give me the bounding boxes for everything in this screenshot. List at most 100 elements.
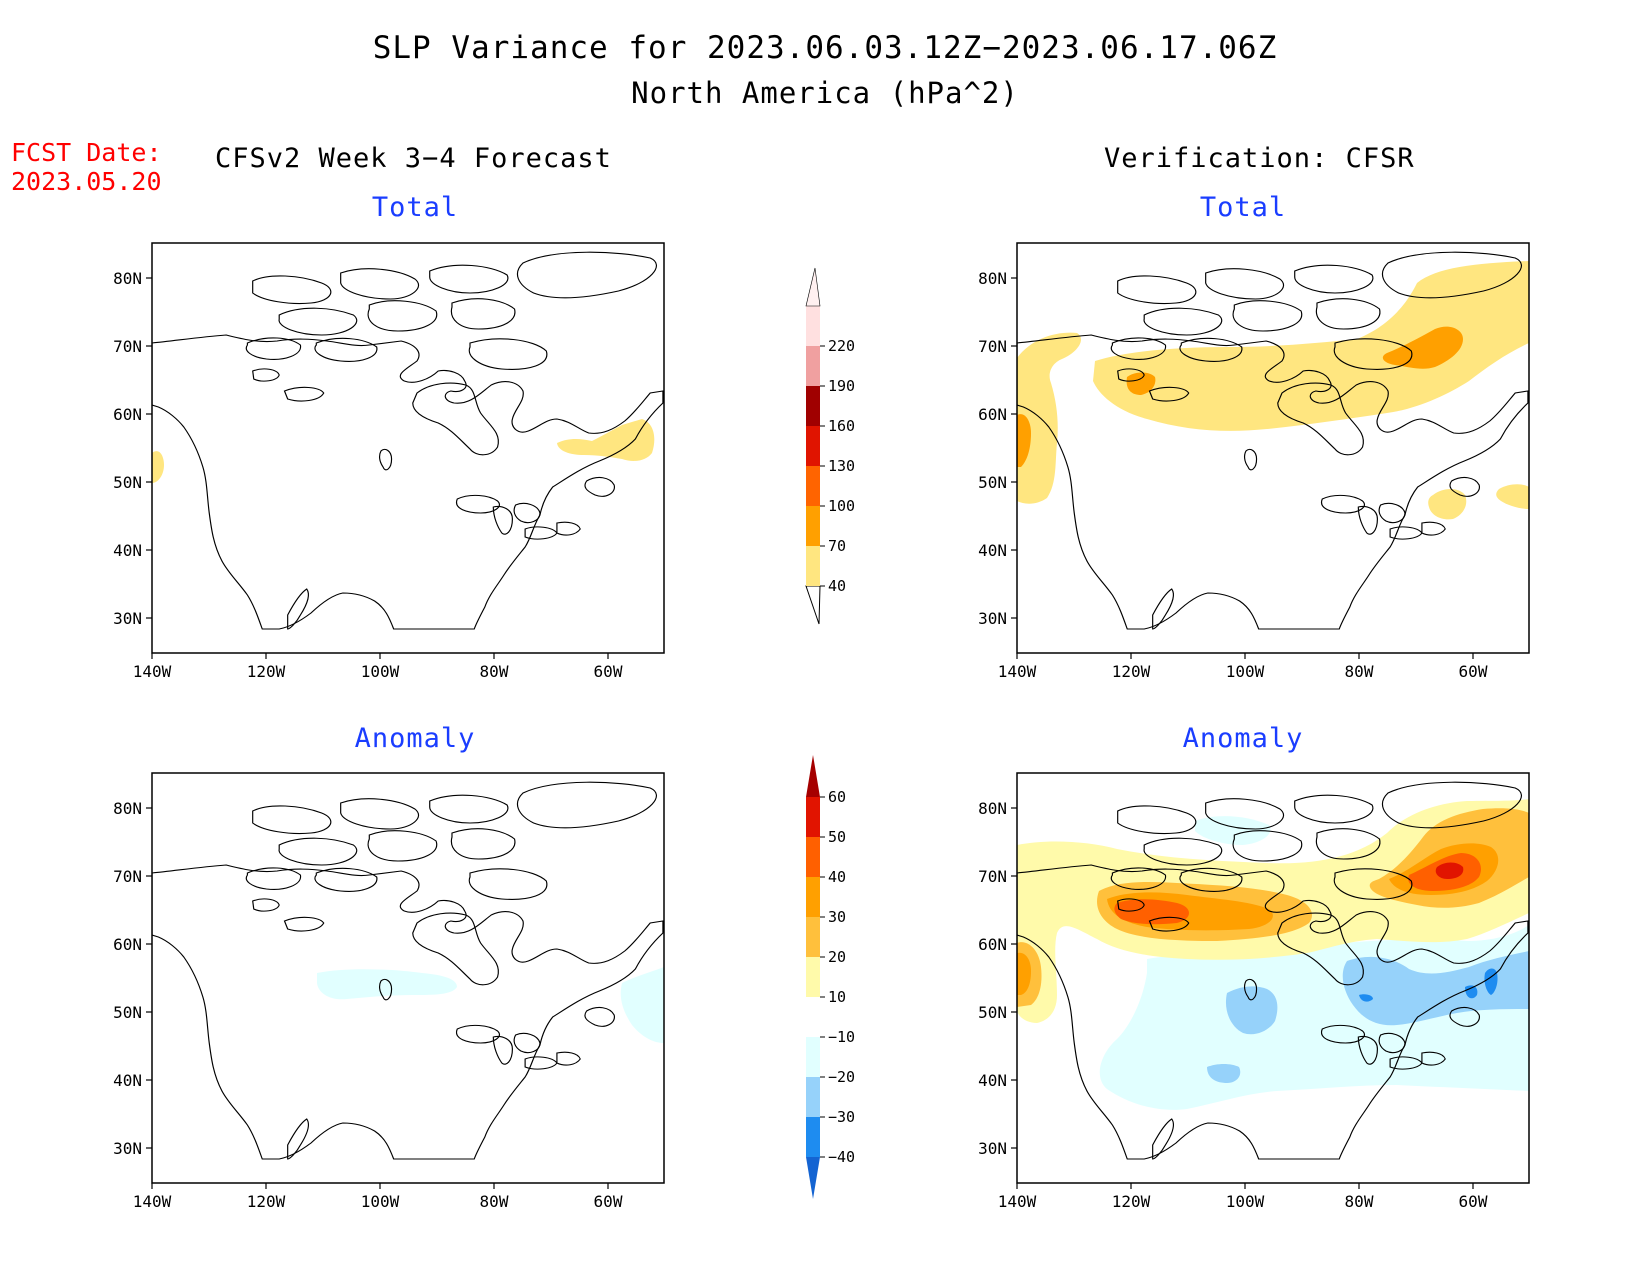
lat-tick-label: 70N <box>978 337 1007 356</box>
lat-tick-label: 30N <box>113 1139 142 1158</box>
contour-orange-greenland <box>1382 326 1463 369</box>
cb-total-label: 40 <box>828 577 846 595</box>
map-frame <box>1016 772 1530 1184</box>
fcst-date-label: FCST Date: <box>11 138 162 167</box>
cb-total-box <box>806 546 820 586</box>
cb-anom-label: 60 <box>828 788 846 806</box>
cb-total-label: 220 <box>828 337 855 355</box>
lon-tick-label: 60W <box>1459 1192 1488 1211</box>
lat-tick-label: 30N <box>978 609 1007 628</box>
cb-anom-box <box>806 797 820 837</box>
lat-tick-label: 80N <box>978 799 1007 818</box>
cb-anom-label: −30 <box>828 1108 855 1126</box>
lon-tick-label: 140W <box>998 1192 1037 1211</box>
main-title: SLP Variance for 2023.06.03.12Z−2023.06.… <box>372 30 1278 66</box>
axes-layer: 80N 70N 60N 50N 40N 30N 140W 120W 100W 80W 60W 80N 7… <box>113 269 1488 1211</box>
cb-total-box <box>806 506 820 546</box>
lat-tick-label: 60N <box>113 935 142 954</box>
lon-tick-label: 120W <box>1112 1192 1151 1211</box>
cb-total-box <box>806 346 820 386</box>
cb-anom-upper-arrow <box>806 755 820 797</box>
map-panel-forecast-anomaly <box>151 772 665 1184</box>
lat-tick-label: 70N <box>113 337 142 356</box>
lon-tick-label: 140W <box>998 662 1037 681</box>
contour-blue-central <box>1359 994 1373 1002</box>
lat-tick-label: 30N <box>978 1139 1007 1158</box>
contour-lightblue-south <box>1207 1064 1241 1083</box>
cb-total-label: 70 <box>828 537 846 555</box>
panel-title-forecast-anomaly: Anomaly <box>354 723 476 754</box>
cb-total-label: 190 <box>828 377 855 395</box>
cb-total-label: 130 <box>828 457 855 475</box>
lon-tick-label: 60W <box>594 1192 623 1211</box>
fcst-date-value: 2023.05.20 <box>11 167 162 196</box>
lat-tick-label: 50N <box>978 473 1007 492</box>
map-panel-verification-anomaly <box>1016 772 1530 1184</box>
contour-orange-westcoast <box>1017 952 1031 995</box>
panel-title-forecast-total: Total <box>371 192 459 223</box>
contour-blue-east-2 <box>1465 985 1478 999</box>
cb-anom-label: 10 <box>828 988 846 1006</box>
map-panel-verification-total <box>1016 242 1530 654</box>
lon-tick-label: 80W <box>1345 662 1374 681</box>
cb-anom-box <box>806 917 820 957</box>
lon-tick-label: 120W <box>247 1192 286 1211</box>
lat-tick-label: 60N <box>113 405 142 424</box>
contour-yellow-alaska <box>1017 332 1082 504</box>
contour-yellow-west-edge <box>152 451 164 483</box>
lon-tick-label: 100W <box>1226 662 1265 681</box>
contour-yellow-labrador <box>557 419 655 461</box>
lat-tick-label: 70N <box>113 867 142 886</box>
lon-tick-label: 100W <box>361 662 400 681</box>
cb-total-lower-arrow <box>805 585 821 625</box>
map-frame <box>1016 242 1530 654</box>
contour-redorange-west <box>1114 899 1189 925</box>
cb-anom-box <box>806 877 820 917</box>
contour-yellow-east-2 <box>1496 484 1529 509</box>
lon-tick-label: 80W <box>480 1192 509 1211</box>
cb-total-box <box>806 306 820 346</box>
cb-anom-label: 20 <box>828 948 846 966</box>
lat-tick-label: 60N <box>978 935 1007 954</box>
contour-lightblue-east <box>1342 951 1529 1026</box>
cb-anom-box <box>806 957 820 997</box>
lat-tick-label: 80N <box>113 269 142 288</box>
panel-title-verification-total: Total <box>1199 192 1287 223</box>
cb-anom-box <box>806 997 820 1037</box>
contour-red-greenland <box>1435 862 1464 879</box>
cb-anom-lower-arrow <box>806 1157 820 1199</box>
lon-tick-label: 120W <box>1112 662 1151 681</box>
lat-tick-label: 40N <box>113 541 142 560</box>
lat-tick-label: 40N <box>978 1071 1007 1090</box>
lat-tick-label: 40N <box>113 1071 142 1090</box>
cb-anom-label: −20 <box>828 1068 855 1086</box>
cb-anom-label: −10 <box>828 1028 855 1046</box>
cb-anom-label: 40 <box>828 868 846 886</box>
lat-tick-label: 50N <box>113 1003 142 1022</box>
lat-tick-label: 60N <box>978 405 1007 424</box>
map-panel-forecast-total <box>151 242 665 654</box>
cb-total-label: 160 <box>828 417 855 435</box>
cb-anom-box <box>806 1117 820 1157</box>
contour-yellow-canada-band <box>1093 261 1529 431</box>
lon-tick-label: 120W <box>247 662 286 681</box>
lat-tick-label: 80N <box>113 799 142 818</box>
cb-anom-label: 30 <box>828 908 846 926</box>
lat-tick-label: 80N <box>978 269 1007 288</box>
contour-lightcyan-arctic <box>1195 816 1271 845</box>
contour-lightcyan-central <box>317 969 457 1000</box>
contour-orange-west <box>1126 372 1156 395</box>
lat-tick-label: 70N <box>978 867 1007 886</box>
sub-title: North America (hPa^2) <box>631 76 1019 110</box>
lat-tick-label: 50N <box>978 1003 1007 1022</box>
lon-tick-label: 60W <box>1459 662 1488 681</box>
lat-tick-label: 30N <box>113 609 142 628</box>
forecast-column-title: CFSv2 Week 3−4 Forecast <box>215 143 612 174</box>
lat-tick-label: 50N <box>113 473 142 492</box>
cb-anom-box <box>806 1037 820 1077</box>
cb-anom-box <box>806 1077 820 1117</box>
map-frame <box>151 772 665 1184</box>
cb-total-upper-arrow <box>805 267 821 307</box>
lon-tick-label: 140W <box>133 1192 172 1211</box>
contour-lightcyan-east <box>620 967 664 1043</box>
